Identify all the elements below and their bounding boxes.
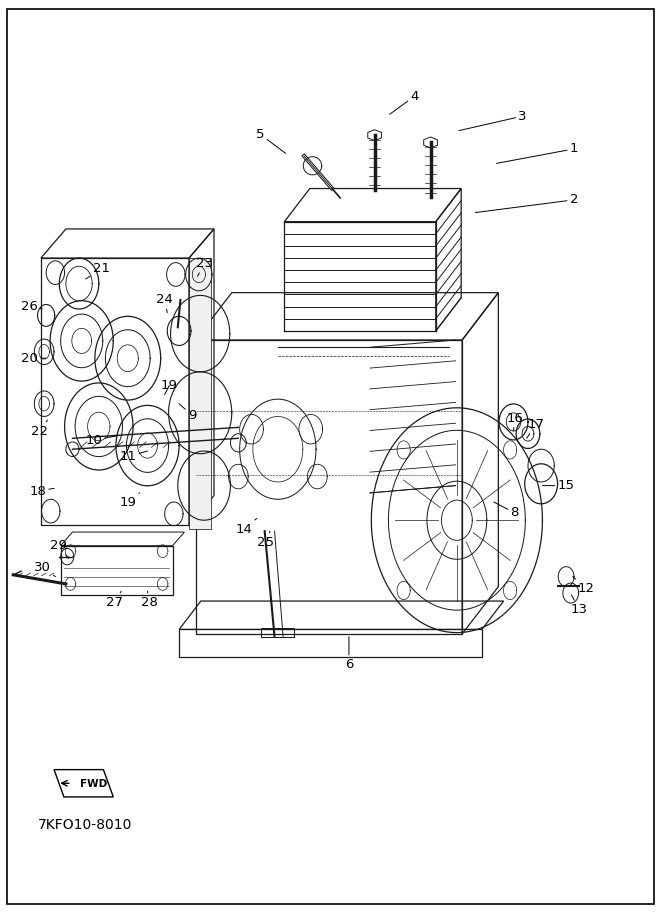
Text: 28: 28 <box>141 592 158 609</box>
Text: 14: 14 <box>235 519 256 536</box>
Text: 30: 30 <box>34 561 56 577</box>
Text: 7KFO10-8010: 7KFO10-8010 <box>38 818 132 832</box>
Text: 19: 19 <box>161 379 178 394</box>
Text: 26: 26 <box>20 299 42 313</box>
Text: 13: 13 <box>571 595 588 616</box>
Text: 23: 23 <box>196 257 213 277</box>
Text: 6: 6 <box>345 636 353 670</box>
Text: 25: 25 <box>258 531 274 549</box>
Text: FWD: FWD <box>81 779 108 789</box>
Text: 20: 20 <box>21 352 46 364</box>
Text: 11: 11 <box>119 450 147 463</box>
Text: 21: 21 <box>86 263 110 279</box>
Text: 22: 22 <box>31 420 48 437</box>
Text: 15: 15 <box>543 479 574 492</box>
Text: 4: 4 <box>390 89 419 114</box>
Text: 19: 19 <box>120 493 139 509</box>
Text: 5: 5 <box>256 128 286 153</box>
Polygon shape <box>189 258 211 530</box>
Text: 17: 17 <box>527 418 545 438</box>
Text: 1: 1 <box>496 142 578 163</box>
Text: 3: 3 <box>459 110 527 131</box>
Text: 24: 24 <box>156 293 173 312</box>
Text: 10: 10 <box>85 434 118 446</box>
Text: 12: 12 <box>572 577 594 595</box>
Text: 18: 18 <box>29 485 54 498</box>
Text: 27: 27 <box>106 592 123 609</box>
Text: 29: 29 <box>50 540 69 559</box>
Text: 16: 16 <box>506 412 524 431</box>
Text: 9: 9 <box>179 404 196 422</box>
Text: 8: 8 <box>494 502 519 519</box>
Text: 2: 2 <box>475 194 578 213</box>
